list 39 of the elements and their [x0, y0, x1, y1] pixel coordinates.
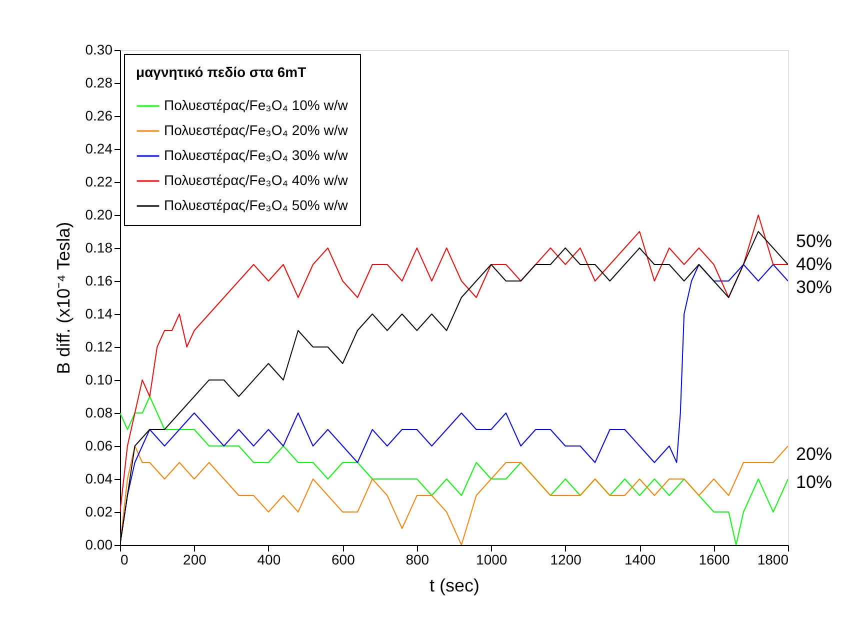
text: 20% [796, 444, 832, 464]
y-tick-label: 0.08 [85, 404, 113, 420]
y-tick-label: 0.06 [85, 438, 113, 454]
legend-label: Πολυεστέρας/Fe₃O₄ 20% w/w [164, 122, 349, 138]
x-tick-label: 1200 [550, 552, 582, 568]
x-tick-label: 1000 [476, 552, 508, 568]
x-tick-label: 1400 [624, 552, 656, 568]
y-tick-label: 0.24 [85, 140, 113, 156]
legend-label: Πολυεστέρας/Fe₃O₄ 10% w/w [164, 97, 349, 113]
y-axis-title: B diff. (x10⁻⁴ Tesla) [53, 222, 74, 374]
y-tick-label: 0.14 [85, 306, 113, 322]
y-tick-label: 0.20 [85, 206, 113, 222]
x-tick-label: 800 [406, 552, 430, 568]
x-tick-label: 200 [183, 552, 207, 568]
x-tick-label: 600 [331, 552, 356, 568]
legend-title: μαγνητικό πεδίο στα 6mT [136, 64, 307, 80]
legend-label: Πολυεστέρας/Fe₃O₄ 50% w/w [164, 197, 349, 213]
legend-label: Πολυεστέρας/Fe₃O₄ 30% w/w [164, 147, 349, 163]
y-tick-label: 0.00 [85, 536, 113, 552]
legend-label: Πολυεστέρας/Fe₃O₄ 40% w/w [164, 172, 349, 188]
x-tick-label: 400 [257, 552, 281, 568]
text: 10% [796, 472, 832, 492]
y-tick-label: 0.16 [85, 272, 113, 288]
x-tick-label: 0 [120, 552, 128, 568]
y-tick-label: 0.04 [85, 470, 113, 486]
y-tick-label: 0.28 [85, 74, 113, 90]
text: 40% [796, 254, 832, 274]
x-tick-label: 1800 [757, 552, 789, 568]
y-tick-label: 0.12 [85, 338, 113, 354]
x-tick-label: 1600 [698, 552, 730, 568]
text: 50% [796, 231, 832, 251]
y-tick-label: 0.30 [85, 42, 113, 58]
y-tick-label: 0.26 [85, 108, 113, 124]
y-tick-label: 0.02 [85, 504, 113, 520]
text: 30% [796, 277, 832, 297]
y-tick-label: 0.18 [85, 240, 113, 256]
y-tick-label: 0.22 [85, 174, 113, 190]
x-axis-title: t (sec) [429, 576, 480, 596]
y-tick-label: 0.10 [85, 372, 113, 388]
